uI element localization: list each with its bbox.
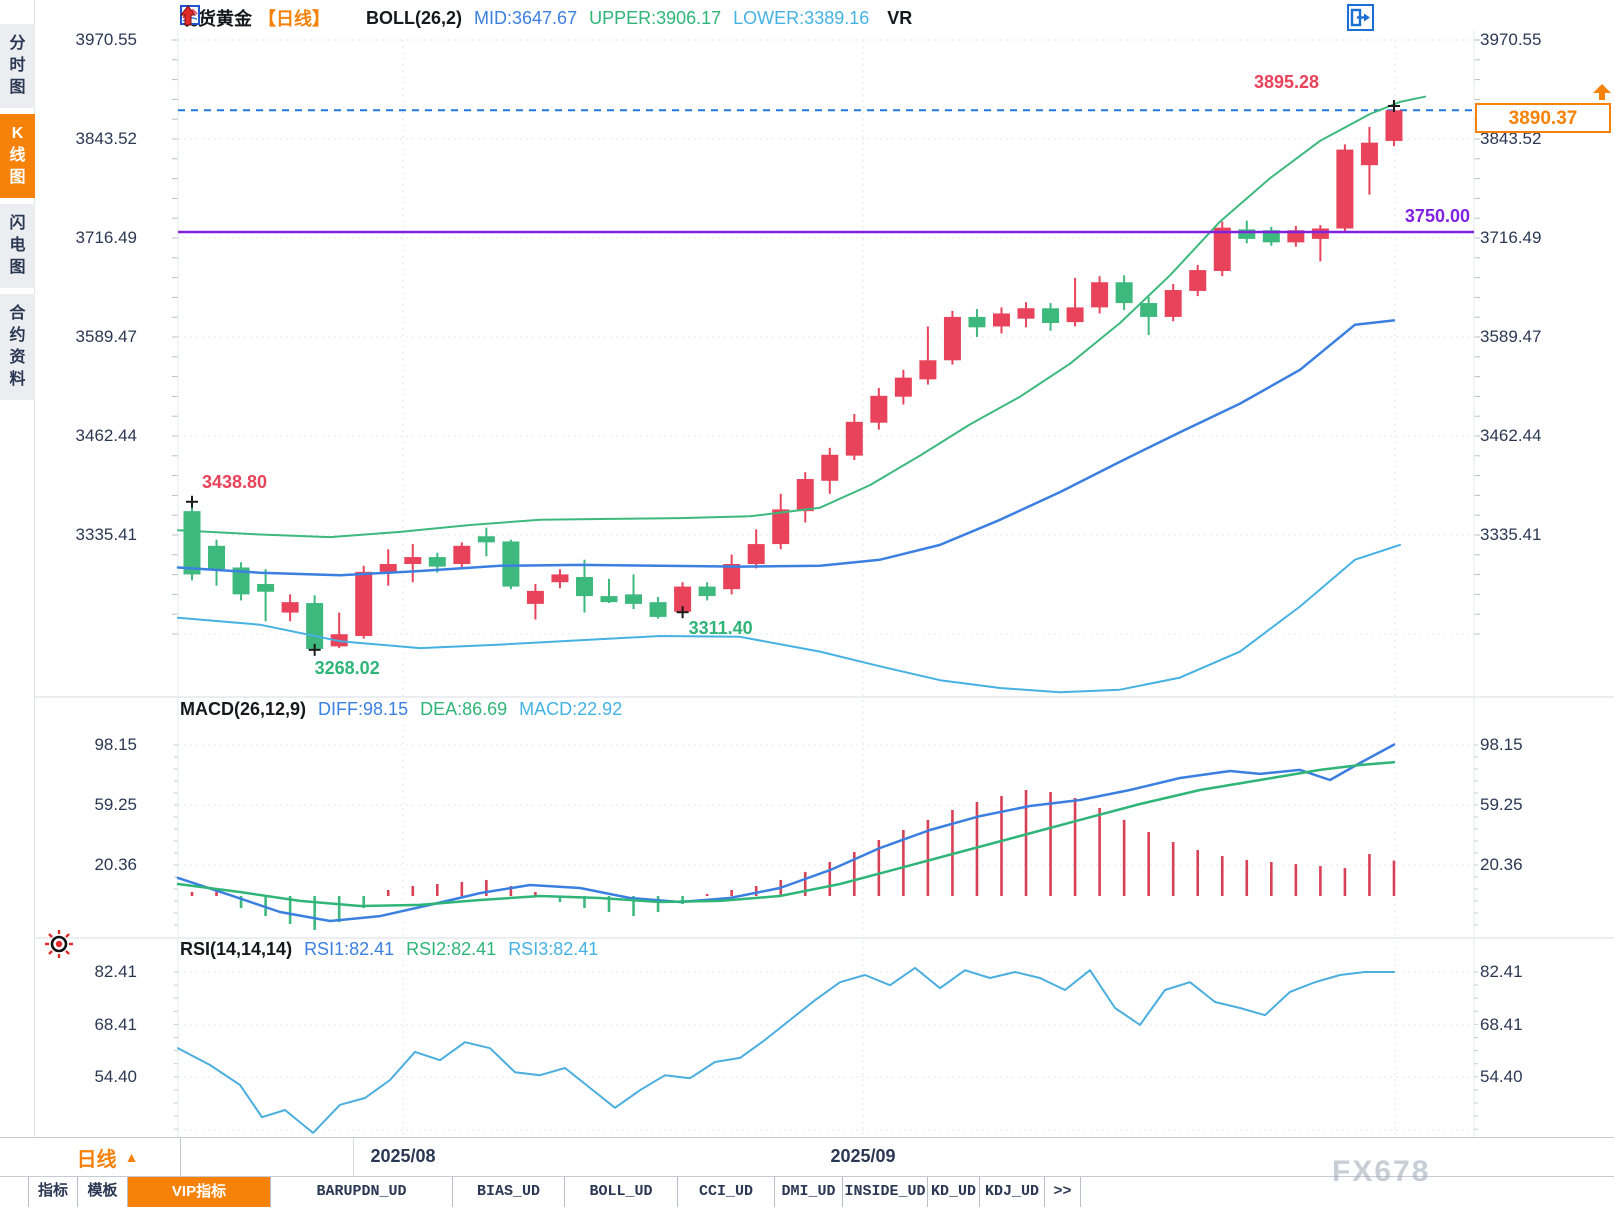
macd-macd-value: MACD:22.92 — [519, 699, 623, 719]
sidebar-tab-闪电图[interactable]: 闪电图 — [0, 204, 35, 288]
month-label: 2025/09 — [830, 1146, 896, 1166]
indicator-tabbar: 指标 模板 VIP指标 BARUPDN_UD BIAS_UD BOLL_UD CCI_UD D… — [28, 1177, 1614, 1208]
rsi1-value: RSI1:82.41 — [304, 939, 395, 959]
chart-toolbar — [1347, 4, 1470, 31]
indicator-tab-BOLL_UD[interactable]: BOLL_UD — [565, 1177, 678, 1207]
macd-header: MACD(26,12,9) DIFF:98.15 DEA:86.69 MACD:… — [180, 699, 622, 720]
current-price-tag: 3890.37 — [1475, 103, 1611, 133]
xaxis-strip: 日线 ▲ 2025/08 2025/09 — [0, 1137, 1614, 1177]
period-selector[interactable]: 日线 ▲ — [35, 1138, 181, 1176]
watermark: FX678 — [1332, 1155, 1431, 1188]
period-dropdown-arrow-icon: ▲ — [124, 1149, 139, 1165]
indicator-tab->>[interactable]: >> — [1045, 1177, 1081, 1207]
scale-axis-active-icon[interactable] — [1347, 4, 1438, 31]
macd-dea-value: DEA:86.69 — [420, 699, 508, 719]
boll-title: BOLL(26,2) — [366, 7, 463, 28]
macd-diff-value: DIFF:98.15 — [318, 699, 409, 719]
indicator-tab-CCI_UD[interactable]: CCI_UD — [678, 1177, 775, 1207]
period-selector-label: 日线 — [76, 1148, 117, 1171]
scale-axis-icon[interactable] — [1347, 4, 1406, 31]
indicator-tab-KDJ_UD[interactable]: KDJ_UD — [980, 1177, 1045, 1207]
hline-price-label: 3750.00 — [1404, 206, 1470, 226]
strip-separator — [353, 1138, 354, 1176]
indicator-tab-BARUPDN_UD[interactable]: BARUPDN_UD — [271, 1177, 453, 1207]
indicator-tab-指标[interactable]: 指标 — [28, 1177, 78, 1207]
main-chart-header: 现货黄金 【日线】 BOLL(26,2) MID:3647.67 UPPER:3… — [180, 5, 912, 31]
month-label: 2025/08 — [370, 1146, 436, 1166]
sidebar-tab-分时图[interactable]: 分时图 — [0, 24, 35, 108]
sidebar-tab-合约资料[interactable]: 合约资料 — [0, 294, 35, 400]
indicator-tab-模板[interactable]: 模板 — [78, 1177, 128, 1207]
boll-lower-value: LOWER:3389.16 — [733, 7, 870, 28]
period-label: 【日线】 — [258, 9, 330, 29]
vr-label: VR — [887, 7, 913, 28]
rsi-title: RSI(14,14,14) — [180, 939, 293, 959]
indicator-tab-KD_UD[interactable]: KD_UD — [928, 1177, 980, 1207]
indicator-tab-INSIDE_UD[interactable]: INSIDE_UD — [843, 1177, 928, 1207]
macd-title: MACD(26,12,9) — [180, 699, 307, 719]
rsi3-value: RSI3:82.41 — [508, 939, 599, 959]
indicator-tab-VIP指标[interactable]: VIP指标 — [128, 1177, 271, 1207]
exit-right-icon[interactable] — [1347, 4, 1470, 31]
boll-upper-value: UPPER:3906.17 — [589, 7, 722, 28]
indicator-tab-BIAS_UD[interactable]: BIAS_UD — [453, 1177, 565, 1207]
boll-mid-value: MID:3647.67 — [474, 7, 578, 28]
rsi2-value: RSI2:82.41 — [406, 939, 497, 959]
rsi-header: RSI(14,14,14) RSI1:82.41 RSI2:82.41 RSI3… — [180, 939, 598, 960]
indicator-tab-DMI_UD[interactable]: DMI_UD — [775, 1177, 843, 1207]
